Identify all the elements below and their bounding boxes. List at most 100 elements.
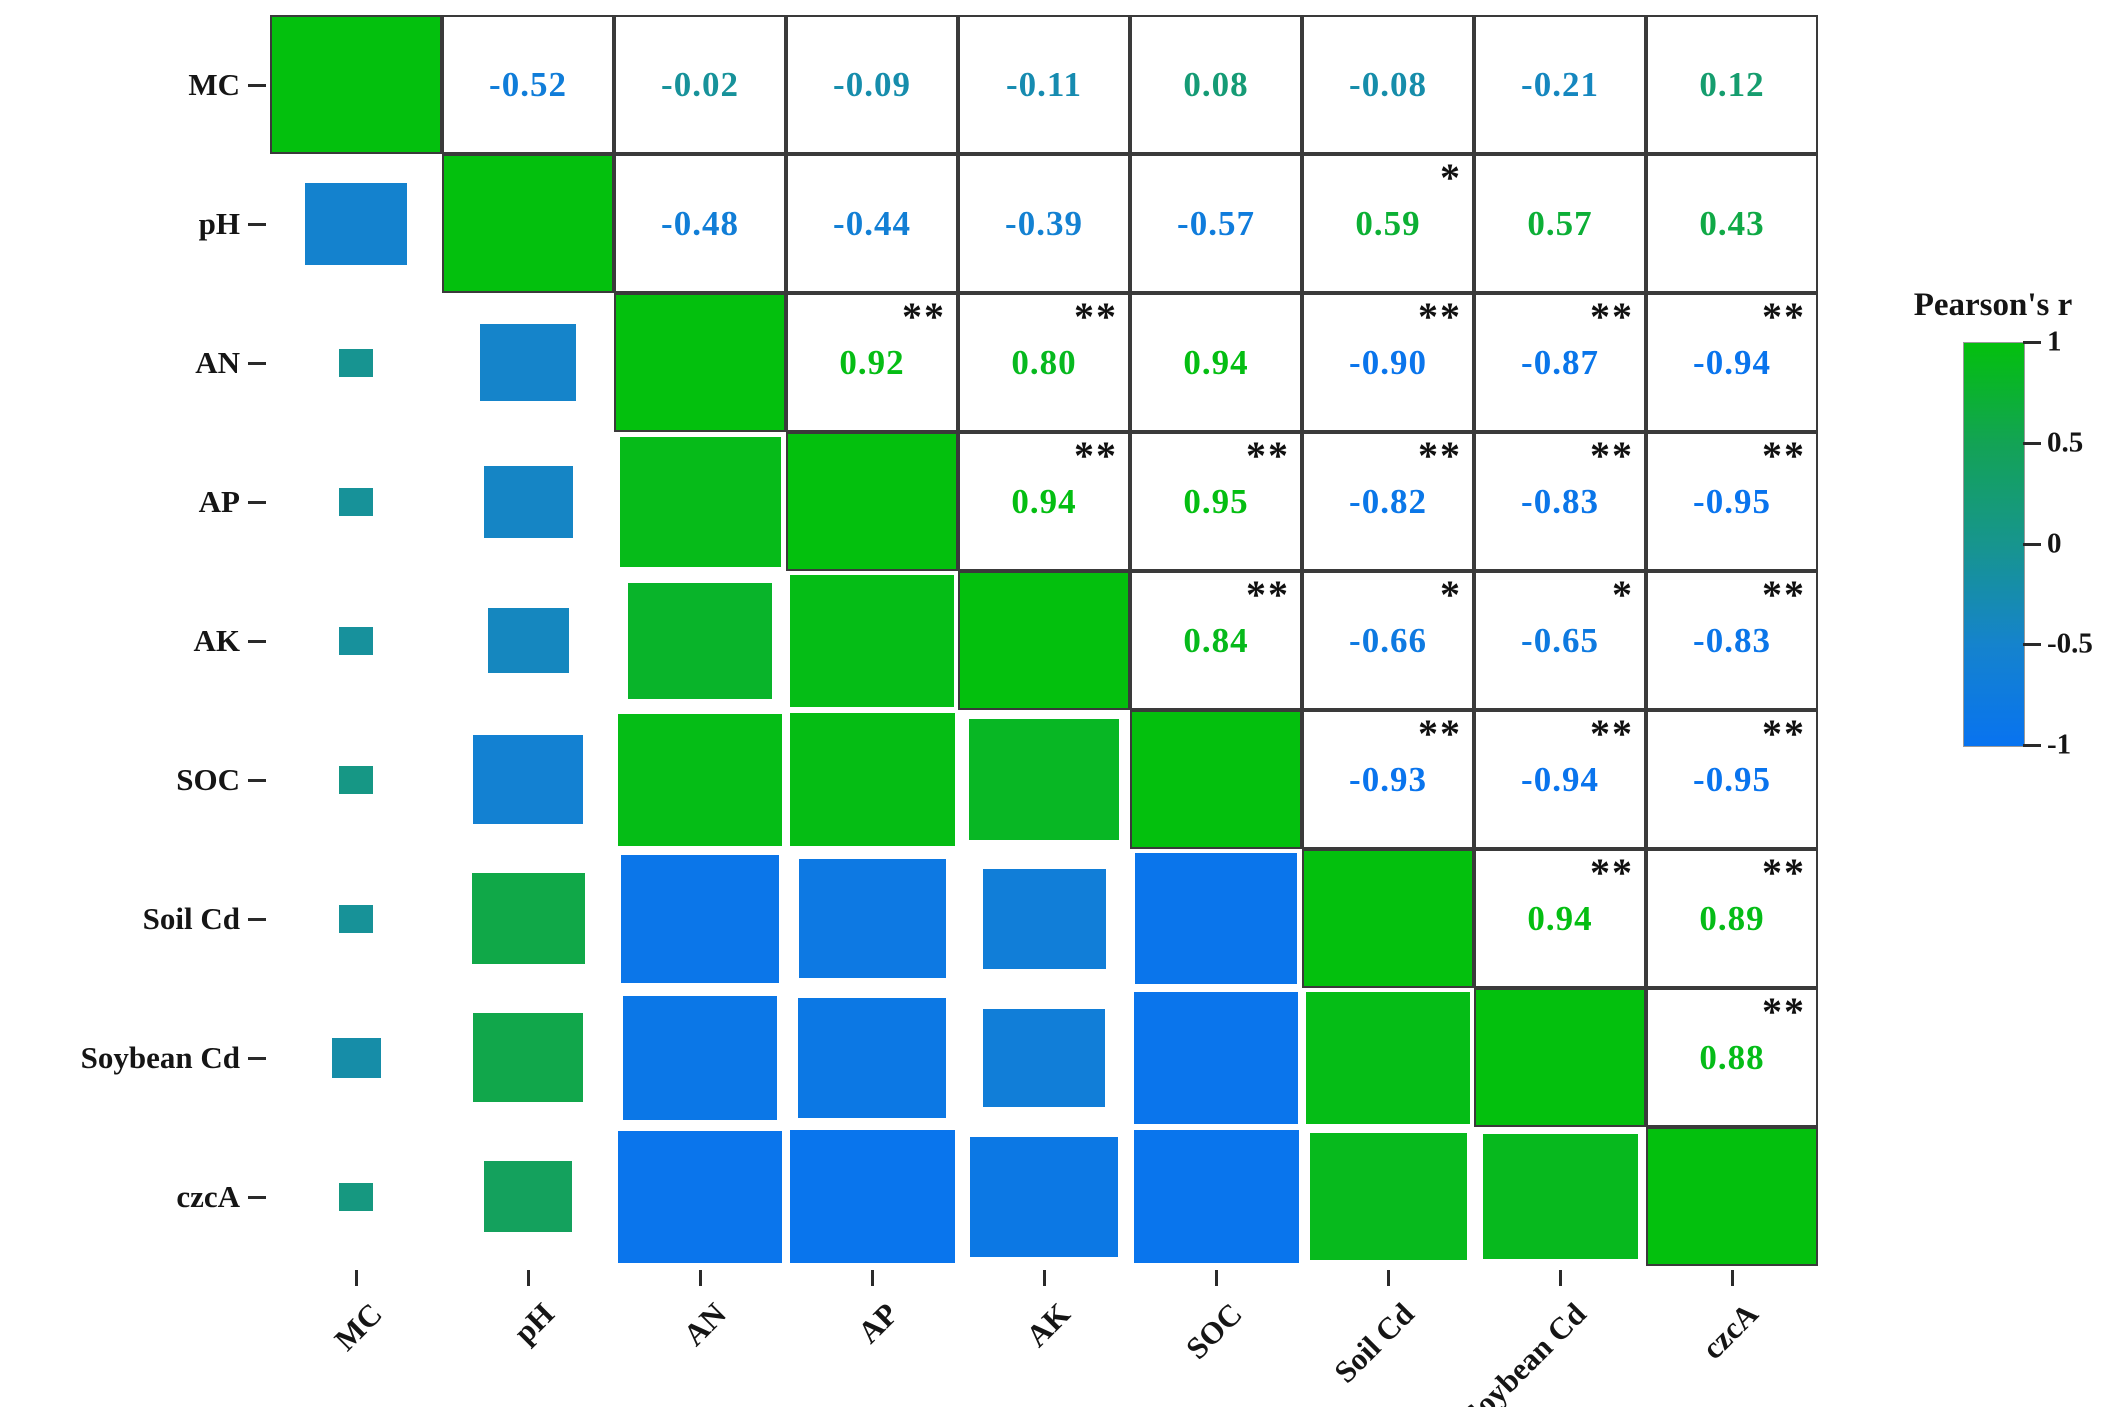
diagonal-cell-an (614, 293, 786, 432)
lower-cell-ap-ph (442, 432, 614, 571)
correlation-square (620, 437, 781, 567)
correlation-value: 0.84 (1183, 620, 1249, 660)
correlation-value: 0.80 (1011, 342, 1077, 382)
x-axis-label-ph: pH (506, 1296, 561, 1350)
diagonal-cell-ak (958, 571, 1130, 710)
correlation-square (339, 349, 373, 377)
y-axis-label-soc: SOC (176, 761, 240, 797)
upper-cell-an-ak: 0.80 ** (958, 293, 1130, 432)
upper-cell-mc-an: -0.02 (614, 15, 786, 154)
significance-stars: ** (1590, 433, 1634, 478)
correlation-square (305, 183, 407, 265)
correlation-square (484, 466, 573, 538)
diagonal-cell-ph (442, 154, 614, 293)
lower-cell-an-mc (270, 293, 442, 432)
y-axis-tick (248, 501, 266, 504)
significance-stars: ** (1074, 294, 1118, 339)
colorbar-tick (2023, 442, 2041, 445)
y-axis-label-an: AN (195, 344, 240, 380)
x-axis-label-soc: SOC (1178, 1296, 1249, 1366)
upper-cell-soil-cd-soybean-cd: 0.94 ** (1474, 849, 1646, 988)
correlation-value: -0.21 (1521, 64, 1599, 104)
x-axis-label-mc: MC (327, 1296, 389, 1358)
lower-cell-soc-ak (958, 710, 1130, 849)
x-axis-label-ak: AK (1019, 1296, 1077, 1354)
lower-cell-soil-cd-soc (1130, 849, 1302, 988)
x-axis-tick (1215, 1270, 1218, 1286)
correlation-square (970, 1137, 1118, 1257)
x-axis-tick (355, 1270, 358, 1286)
lower-cell-czca-ap (786, 1127, 958, 1266)
lower-cell-soil-cd-ph (442, 849, 614, 988)
correlation-square (339, 766, 373, 794)
correlation-square (339, 1183, 373, 1211)
lower-cell-czca-soil-cd (1302, 1127, 1474, 1266)
y-axis-label-soil-cd: Soil Cd (142, 900, 240, 936)
lower-cell-czca-mc (270, 1127, 442, 1266)
lower-cell-soybean-cd-ap (786, 988, 958, 1127)
significance-stars: ** (1418, 294, 1462, 339)
lower-cell-ak-mc (270, 571, 442, 710)
y-axis-tick (248, 84, 266, 87)
correlation-value: -0.52 (489, 64, 567, 104)
lower-cell-ap-mc (270, 432, 442, 571)
upper-cell-soybean-cd-czca: 0.88 ** (1646, 988, 1818, 1127)
correlation-value: 0.92 (839, 342, 905, 382)
correlation-square (1306, 992, 1470, 1124)
correlation-square (983, 1009, 1105, 1107)
significance-stars: * (1612, 572, 1634, 617)
correlation-value: -0.87 (1521, 342, 1599, 382)
lower-cell-soc-ph (442, 710, 614, 849)
correlation-square (628, 583, 772, 699)
correlation-square (1135, 853, 1297, 984)
correlation-value: -0.48 (661, 203, 739, 243)
lower-cell-an-ph (442, 293, 614, 432)
correlation-square (339, 905, 373, 933)
correlation-square (969, 719, 1119, 840)
lower-cell-soc-ap (786, 710, 958, 849)
diagonal-cell-soybean-cd (1474, 988, 1646, 1127)
colorbar-tick-label: 0.5 (2047, 426, 2084, 459)
lower-cell-soybean-cd-an (614, 988, 786, 1127)
lower-cell-czca-ph (442, 1127, 614, 1266)
correlation-value: 0.43 (1699, 203, 1765, 243)
correlation-value: -0.39 (1005, 203, 1083, 243)
significance-stars: ** (1762, 850, 1806, 895)
upper-cell-mc-ak: -0.11 (958, 15, 1130, 154)
upper-cell-soc-soybean-cd: -0.94 ** (1474, 710, 1646, 849)
correlation-value: 0.94 (1183, 342, 1249, 382)
correlation-square (790, 1130, 955, 1263)
lower-cell-czca-ak (958, 1127, 1130, 1266)
correlation-value: -0.65 (1521, 620, 1599, 660)
diagonal-cell-soil-cd (1302, 849, 1474, 988)
upper-cell-ap-soybean-cd: -0.83 ** (1474, 432, 1646, 571)
significance-stars: ** (1762, 572, 1806, 617)
y-axis-tick (248, 1196, 266, 1199)
y-axis-tick (248, 223, 266, 226)
correlation-value: -0.95 (1693, 481, 1771, 521)
y-axis-label-mc: MC (188, 66, 240, 102)
significance-stars: ** (1762, 294, 1806, 339)
significance-stars: * (1440, 572, 1462, 617)
correlation-value: -0.09 (833, 64, 911, 104)
diagonal-cell-czca (1646, 1127, 1818, 1266)
lower-cell-soil-cd-an (614, 849, 786, 988)
significance-stars: ** (1762, 711, 1806, 756)
upper-cell-ak-soc: 0.84 ** (1130, 571, 1302, 710)
lower-cell-ak-ap (786, 571, 958, 710)
upper-cell-ak-soybean-cd: -0.65 * (1474, 571, 1646, 710)
colorbar-tick-label: 0 (2047, 527, 2062, 559)
correlation-square (790, 575, 954, 707)
y-axis-tick (248, 779, 266, 782)
correlation-value: -0.95 (1693, 759, 1771, 799)
upper-cell-ak-soil-cd: -0.66 * (1302, 571, 1474, 710)
correlation-square (1134, 992, 1298, 1124)
correlation-square (790, 713, 955, 846)
upper-cell-an-czca: -0.94 ** (1646, 293, 1818, 432)
significance-stars: ** (1762, 433, 1806, 478)
correlation-value: 0.95 (1183, 481, 1249, 521)
x-axis-label-czca: czcA (1694, 1296, 1765, 1366)
upper-cell-mc-soil-cd: -0.08 (1302, 15, 1474, 154)
correlation-value: -0.82 (1349, 481, 1427, 521)
